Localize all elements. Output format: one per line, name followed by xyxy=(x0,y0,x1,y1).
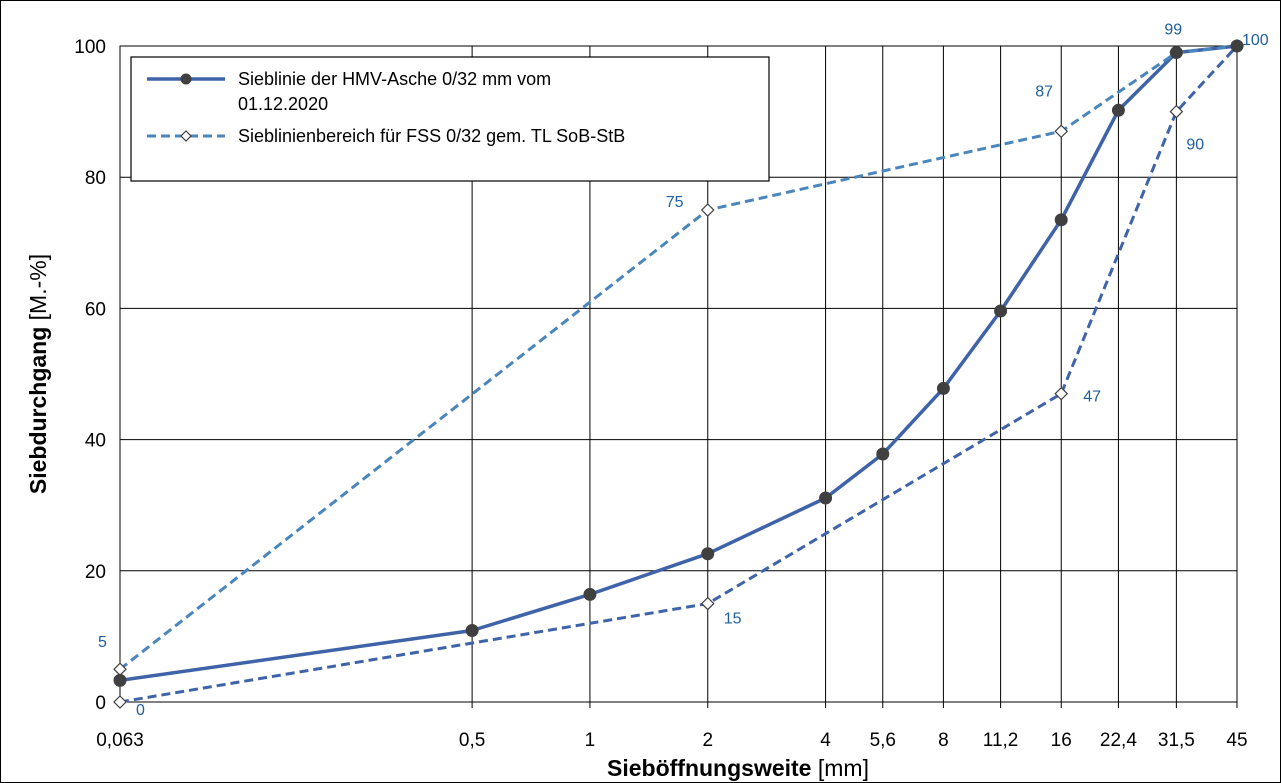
data-point-circle xyxy=(1054,213,1068,227)
y-tick-label: 60 xyxy=(85,299,106,320)
data-label: 100 xyxy=(1242,32,1269,49)
plot-frame xyxy=(119,45,1238,703)
x-tick-label: 16 xyxy=(1051,730,1072,751)
x-tick-label: 8 xyxy=(938,730,949,751)
data-label: 99 xyxy=(1164,22,1182,39)
y-tick-label: 20 xyxy=(85,562,106,583)
y-axis-title: Siebdurchgang [M.-%] xyxy=(25,254,51,494)
data-point-circle xyxy=(936,381,950,395)
legend-marker-diamond xyxy=(180,130,192,142)
y-axis-title-unit: [M.-%] xyxy=(25,254,51,327)
x-tick-label: 45 xyxy=(1226,730,1247,751)
data-point-circle xyxy=(113,673,127,687)
x-tick-label: 11,2 xyxy=(983,730,1019,751)
data-point-circle xyxy=(1230,39,1244,53)
legend-entry-1-line-2: 01.12.2020 xyxy=(238,94,328,114)
legend-box xyxy=(130,56,770,182)
data-point-circle xyxy=(876,447,890,461)
x-axis-title: Sieböffnungsweite [mm] xyxy=(607,755,869,781)
y-tick-label: 100 xyxy=(74,37,106,58)
data-label: 47 xyxy=(1083,389,1101,406)
legend-marker-circle xyxy=(180,73,192,85)
y-tick-label: 80 xyxy=(85,168,106,189)
legend-entry-2: Sieblinienbereich für FSS 0/32 gem. TL S… xyxy=(238,126,625,146)
data-point-circle xyxy=(1111,103,1125,117)
y-axis-title-bold: Siebdurchgang xyxy=(25,327,51,494)
data-label: 87 xyxy=(1035,83,1053,100)
series-line-2 xyxy=(119,44,1239,704)
x-tick-label: 2 xyxy=(702,730,713,751)
data-point-diamond xyxy=(1169,104,1184,119)
x-tick-label: 0,5 xyxy=(459,730,485,751)
series-line-0 xyxy=(119,44,1238,683)
x-tick-label: 1 xyxy=(585,730,596,751)
data-label: 75 xyxy=(666,194,684,211)
data-point-circle xyxy=(701,547,715,561)
x-tick-label: 4 xyxy=(820,730,831,751)
x-tick-label: 5,6 xyxy=(870,730,896,751)
legend-entry-1-line-1: Sieblinie der HMV-Asche 0/32 mm vom xyxy=(238,69,551,89)
data-label: 0 xyxy=(136,702,145,719)
data-point-circle xyxy=(583,587,597,601)
data-label: 90 xyxy=(1186,137,1204,154)
data-point-diamond xyxy=(700,596,715,611)
x-axis-title-bold: Sieböffnungsweite xyxy=(607,755,811,781)
data-point-diamond xyxy=(1054,386,1069,401)
x-tick-label: 0,063 xyxy=(96,730,144,751)
data-point-circle xyxy=(819,491,833,505)
data-labels: 5 0 75 15 87 47 99 90 100 xyxy=(98,22,1269,719)
data-point-circle xyxy=(994,304,1008,318)
x-tick-label: 31,5 xyxy=(1158,730,1195,751)
legend: Sieblinie der HMV-Asche 0/32 mm vom 01.1… xyxy=(130,56,770,182)
data-point-circle xyxy=(465,623,479,637)
x-axis-title-unit: [mm] xyxy=(811,755,869,781)
data-point-diamond xyxy=(113,695,127,709)
y-tick-labels: 0 20 40 60 80 100 xyxy=(74,37,106,714)
x-tick-label: 22,4 xyxy=(1100,730,1137,751)
data-label: 15 xyxy=(724,611,742,628)
data-point-diamond xyxy=(700,203,715,217)
y-tick-label: 0 xyxy=(95,693,106,714)
data-point-diamond xyxy=(1054,124,1069,139)
x-tick-labels: 0,063 0,5 1 2 4 5,6 8 11,2 16 22,4 31,5 45 xyxy=(96,730,1247,751)
data-label: 5 xyxy=(98,634,107,651)
data-point-circle xyxy=(1169,46,1183,60)
y-tick-label: 40 xyxy=(85,431,106,452)
markers-layer xyxy=(113,39,1244,709)
